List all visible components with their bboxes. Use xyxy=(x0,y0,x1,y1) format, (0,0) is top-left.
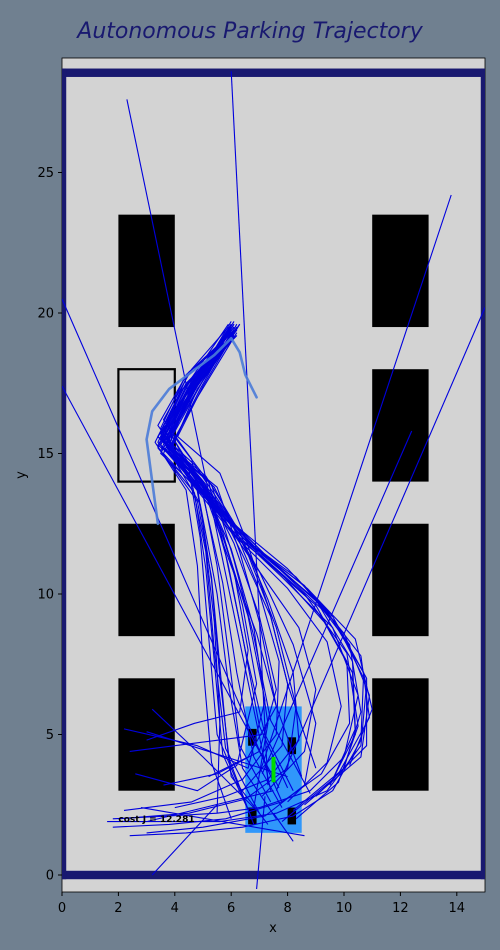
parked-car xyxy=(372,369,429,482)
y-tick-label: 20 xyxy=(37,307,54,322)
trajectory-line xyxy=(118,335,297,820)
parked-car xyxy=(118,214,175,328)
y-tick-label: 10 xyxy=(37,588,54,603)
trajectory-line xyxy=(275,307,485,791)
trajectory-line xyxy=(62,298,283,803)
vehicle-wheel xyxy=(287,737,297,755)
boundary-walls xyxy=(62,68,485,880)
trajectory-line xyxy=(107,323,368,823)
chart-title: Autonomous Parking Trajectory xyxy=(75,19,423,44)
best-trajectory-line xyxy=(145,336,258,526)
x-tick-label: 8 xyxy=(283,901,291,916)
x-axis-label: x xyxy=(269,921,277,936)
trajectory-line xyxy=(146,329,317,834)
x-tick-label: 2 xyxy=(114,901,122,916)
trajectory-line xyxy=(129,733,263,752)
trajectory-line xyxy=(129,321,365,837)
x-tick-label: 12 xyxy=(392,901,409,916)
parked-car xyxy=(372,214,429,328)
trajectory-line xyxy=(230,71,269,786)
boundary-wall xyxy=(480,68,485,880)
trajectory-line xyxy=(146,790,274,823)
trajectory-line xyxy=(162,329,277,786)
y-tick-label: 15 xyxy=(37,447,54,462)
trajectory-line xyxy=(160,332,300,809)
vehicle-wheel xyxy=(248,807,257,825)
y-axis-label: y xyxy=(14,471,29,479)
y-tick-label: 25 xyxy=(37,166,54,181)
trajectory-line xyxy=(258,194,452,774)
trajectory-line xyxy=(146,731,288,778)
y-tick-label: 5 xyxy=(46,728,54,743)
parked-car xyxy=(372,523,429,637)
trajectory-line xyxy=(140,807,305,837)
y-axis-ticks: 0 5 10 15 20 25 xyxy=(37,166,62,884)
trajectory-line xyxy=(151,804,218,876)
parked-cars xyxy=(118,214,429,791)
boundary-wall xyxy=(62,68,485,77)
candidate-trajectories xyxy=(62,71,485,890)
best-trajectory xyxy=(145,336,258,526)
trajectory-line xyxy=(273,812,294,842)
trajectory-line xyxy=(261,430,413,775)
x-tick-label: 6 xyxy=(227,901,235,916)
parked-car xyxy=(372,678,429,791)
trajectory-line xyxy=(256,796,266,890)
trajectory-line xyxy=(165,335,342,803)
x-tick-label: 10 xyxy=(336,901,353,916)
y-tick-label: 0 xyxy=(46,869,54,884)
x-tick-label: 4 xyxy=(171,901,179,916)
x-tick-label: 0 xyxy=(58,901,66,916)
x-tick-label: 14 xyxy=(449,901,466,916)
boundary-wall xyxy=(62,870,485,880)
trajectory-line xyxy=(160,326,317,797)
cost-annotation: cost J = 12.281 xyxy=(118,815,194,825)
trajectory-line xyxy=(126,99,272,791)
boundary-wall xyxy=(62,68,67,880)
trajectory-line xyxy=(62,385,280,789)
x-axis-ticks: 0 2 4 6 8 10 12 14 xyxy=(58,892,465,916)
trajectory-line xyxy=(168,323,359,820)
